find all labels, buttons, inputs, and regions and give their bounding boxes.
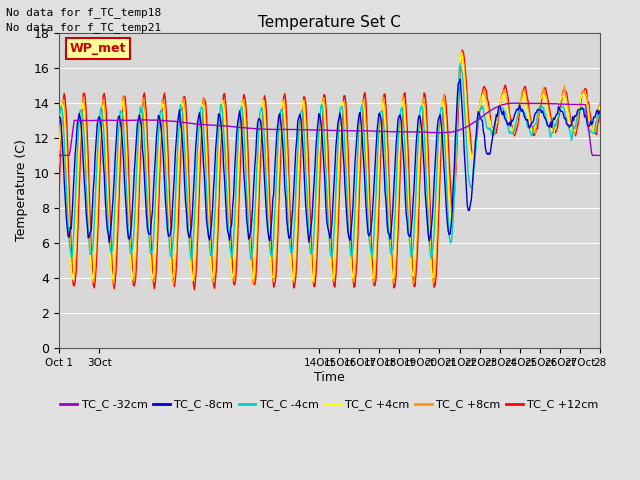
Title: Temperature Set C: Temperature Set C	[258, 15, 401, 30]
X-axis label: Time: Time	[314, 371, 345, 384]
Text: No data for f_TC_temp21: No data for f_TC_temp21	[6, 22, 162, 33]
Text: WP_met: WP_met	[70, 42, 127, 55]
Y-axis label: Temperature (C): Temperature (C)	[15, 140, 28, 241]
Legend: TC_C -32cm, TC_C -8cm, TC_C -4cm, TC_C +4cm, TC_C +8cm, TC_C +12cm: TC_C -32cm, TC_C -8cm, TC_C -4cm, TC_C +…	[56, 395, 603, 415]
Text: No data for f_TC_temp18: No data for f_TC_temp18	[6, 7, 162, 18]
